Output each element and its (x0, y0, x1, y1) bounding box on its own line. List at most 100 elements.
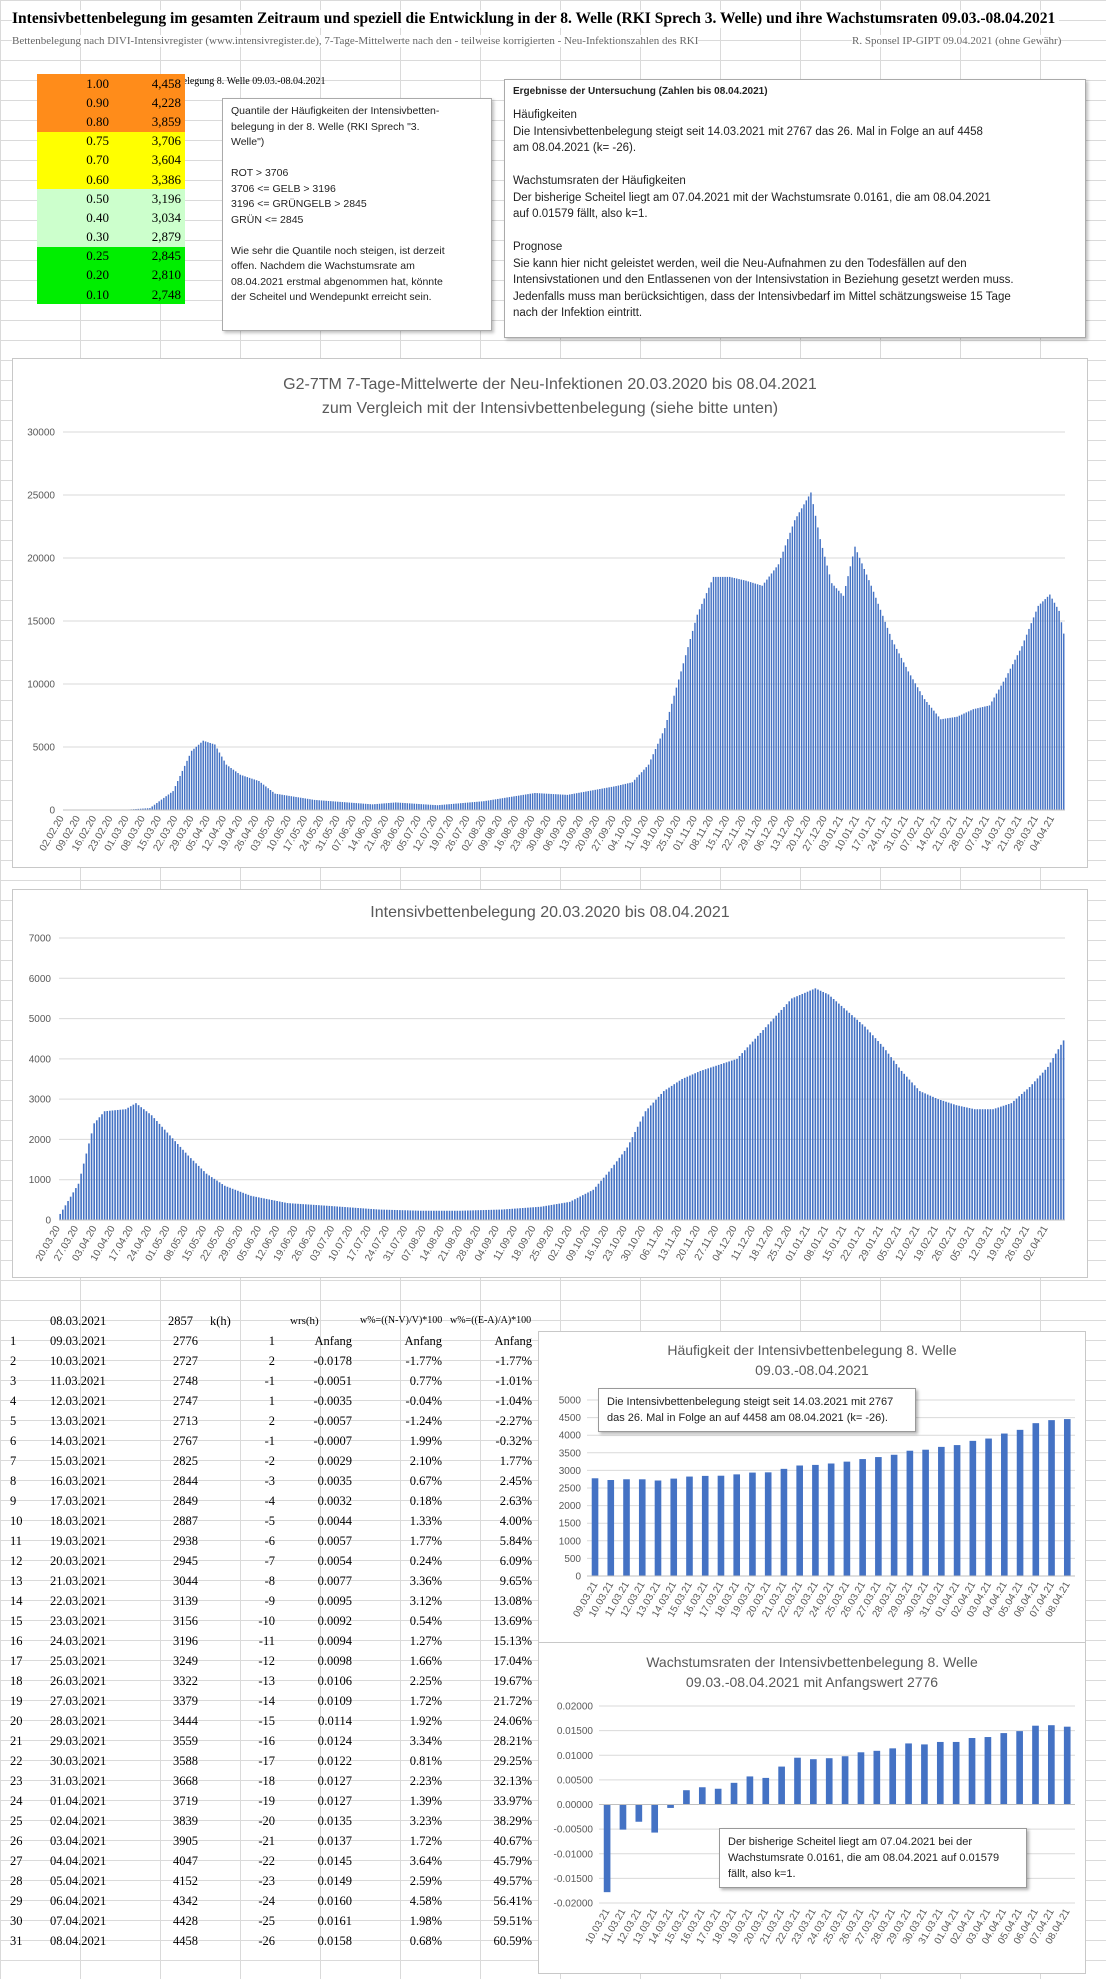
bar (854, 546, 856, 810)
bar (369, 804, 371, 810)
bar (448, 804, 450, 810)
bar (775, 567, 777, 810)
bar (506, 1209, 508, 1220)
bar (1032, 1423, 1040, 1576)
table-cell: 21 (10, 1734, 23, 1748)
table-cell: 0.0158 (317, 1934, 352, 1948)
bar (304, 798, 307, 810)
table-cell: 60.59% (493, 1934, 532, 1948)
table-cell: 03.04.2021 (50, 1834, 107, 1848)
bar (474, 1210, 477, 1220)
bar (260, 782, 262, 810)
bar (213, 1178, 216, 1220)
quantile-row: 0.30 2,879 (37, 227, 185, 247)
table-cell: 5.84% (499, 1534, 532, 1548)
table-cell: 56.41% (493, 1894, 532, 1908)
bar (1020, 1093, 1023, 1220)
bar (847, 576, 849, 810)
table-cell: 2748 (173, 1374, 198, 1388)
table-cell: -17 (258, 1754, 275, 1768)
table-cell: 23 (10, 1774, 23, 1788)
bar (832, 999, 835, 1220)
bar (315, 1205, 318, 1220)
table-row: 23 31.03.2021 3668 -18 0.0127 2.23% 32.13% (10, 1771, 540, 1791)
quantile-row: 0.70 3,604 (37, 150, 185, 170)
bar (550, 1204, 553, 1220)
bar (288, 795, 290, 810)
table-cell: -0.32% (495, 1434, 532, 1448)
bar (953, 1445, 961, 1576)
bar (446, 1210, 448, 1220)
bar (683, 1790, 690, 1805)
bar (276, 1201, 278, 1220)
bar (762, 1030, 764, 1220)
y-tick-label: 4500 (559, 1413, 582, 1424)
bar (584, 1193, 587, 1220)
bar (1012, 664, 1014, 810)
bar (793, 520, 796, 810)
bar (954, 717, 956, 810)
table-row: 27 04.04.2021 4047 -22 0.0145 3.64% 45.79% (10, 1851, 540, 1871)
table-cell: 0.0035 (317, 1474, 352, 1488)
bar (874, 1038, 877, 1220)
bar (743, 1050, 746, 1220)
bar (543, 793, 545, 810)
bar (757, 1035, 759, 1220)
bar (741, 1053, 744, 1220)
table-cell: 3044 (173, 1574, 198, 1588)
table-row: 19 27.03.2021 3379 -14 0.0109 1.72% 21.72% (10, 1691, 540, 1711)
bar (1023, 1091, 1026, 1220)
bar (346, 1207, 349, 1220)
bar (95, 1120, 98, 1220)
table-cell: 0.81% (409, 1754, 442, 1768)
table-cell: -1 (264, 1374, 275, 1388)
table-cell: 2887 (173, 1514, 198, 1528)
chart-subtitle: 09.03.-08.04.2021 (755, 1362, 869, 1378)
bar (534, 1207, 537, 1220)
bar (581, 1195, 584, 1220)
table-row: 3 11.03.2021 2748 -1 -0.0051 0.77% -1.01% (10, 1371, 540, 1391)
y-tick-label: 1500 (559, 1519, 582, 1530)
table-row: 17 25.03.2021 3249 -12 0.0098 1.66% 17.04% (10, 1651, 540, 1671)
quantile-box-line: offen. Nachdem die Wachstumsrate am (231, 260, 415, 272)
bar (101, 1114, 103, 1220)
bar (393, 1209, 396, 1220)
bar (1052, 1058, 1054, 1220)
table-cell: 1.66% (409, 1654, 442, 1668)
table-row: 25 02.04.2021 3839 -20 0.0135 3.23% 38.29% (10, 1811, 540, 1831)
bar (689, 639, 692, 810)
bar (1046, 596, 1049, 810)
table-cell: 0.0122 (317, 1754, 352, 1768)
bar (145, 1111, 148, 1220)
results-line: Häufigkeiten (513, 109, 577, 121)
quantile-p: 0.70 (86, 152, 109, 168)
bar (826, 565, 828, 810)
bar (237, 773, 239, 810)
bar (67, 1201, 69, 1220)
table-cell: 21.03.2021 (50, 1574, 107, 1588)
chart-title: Häufigkeit der Intensivbettenbelegung 8.… (667, 1342, 956, 1358)
bar (247, 1194, 250, 1220)
table-cell: 3196 (173, 1634, 198, 1648)
bar (1042, 601, 1044, 810)
bar (898, 1067, 900, 1220)
bar (811, 989, 814, 1220)
table-cell: 1.99% (409, 1434, 442, 1448)
table-cell: -5 (264, 1514, 275, 1528)
table-cell: -2 (264, 1454, 275, 1468)
bar (645, 767, 647, 810)
bar (810, 1759, 817, 1805)
bar (610, 1168, 613, 1220)
y-tick-label: 3000 (559, 1466, 582, 1477)
bar (617, 785, 620, 810)
quantile-box-line: der Scheitel und Wendepunkt erreicht sei… (231, 291, 432, 303)
bar (591, 1478, 599, 1576)
quantile-box-line: Welle") (231, 136, 265, 148)
table-cell: -6 (264, 1534, 275, 1548)
bar (921, 695, 923, 810)
bar (1047, 1066, 1049, 1220)
bar (354, 1207, 357, 1220)
bar (420, 804, 422, 810)
table-cell: 0.0029 (317, 1454, 352, 1468)
bar (668, 1087, 670, 1220)
